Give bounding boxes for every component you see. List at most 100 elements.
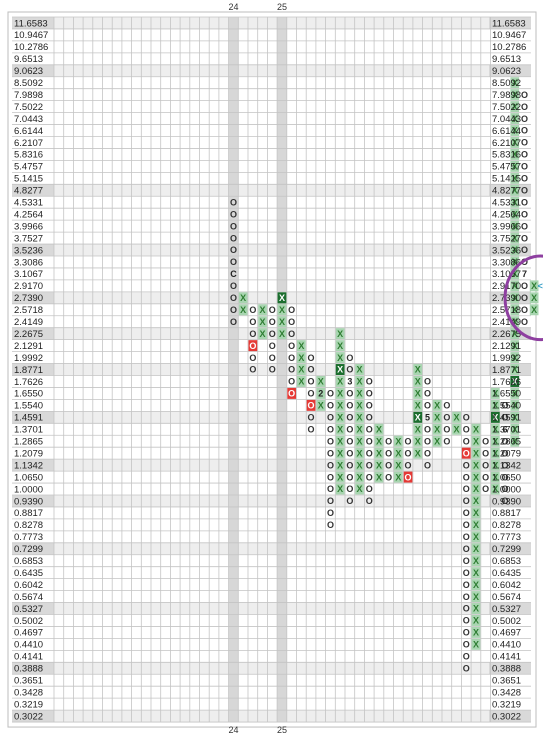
x-cell-fill xyxy=(297,340,306,352)
price-tick-right: 1.4591 xyxy=(492,413,521,424)
o-mark: O xyxy=(327,424,334,434)
price-tick-right: 9.0623 xyxy=(492,66,521,77)
x-cell-fill xyxy=(374,423,384,435)
o-mark: O xyxy=(405,448,412,458)
x-cell-fill xyxy=(297,364,306,375)
price-tick-left: 10.2786 xyxy=(14,42,48,53)
o-mark: O xyxy=(521,221,528,231)
x-cell-fill xyxy=(355,423,364,435)
x-cell-fill xyxy=(297,376,306,387)
x-mark: X xyxy=(512,150,518,160)
o-mark: 6 xyxy=(503,424,508,434)
o-mark: O xyxy=(308,413,315,423)
price-tick-left: 0.4697 xyxy=(14,628,43,639)
x-cell-fill xyxy=(335,459,345,471)
price-tick-right: 0.9390 xyxy=(492,496,521,507)
price-tick-right: 0.5327 xyxy=(492,604,521,615)
x-mark: X xyxy=(337,389,343,399)
x-mark: X xyxy=(337,460,343,470)
x-mark: X xyxy=(473,436,479,446)
annotation-layer: << xyxy=(503,254,543,342)
o-mark: O xyxy=(463,580,470,590)
o-mark: O xyxy=(327,520,334,530)
x-cell-fill xyxy=(413,435,423,447)
x-mark: X xyxy=(473,628,479,638)
highlight-band-left xyxy=(12,495,54,507)
price-tick-right: 0.3651 xyxy=(492,676,521,687)
o-mark: O xyxy=(366,413,373,423)
x-cell-fill xyxy=(471,555,481,567)
price-tick-right: 10.9467 xyxy=(492,30,526,41)
price-tick-left: 4.8277 xyxy=(14,186,43,197)
o-mark: O xyxy=(327,484,334,494)
price-tick-right: 0.8278 xyxy=(492,520,521,531)
highlight-band-left xyxy=(12,291,54,304)
o-mark: O xyxy=(405,436,412,446)
x-mark: X xyxy=(512,317,518,327)
x-cell-fill xyxy=(529,292,539,304)
highlight-band-grid xyxy=(54,459,489,472)
o-mark: O xyxy=(521,138,528,148)
o-mark: O xyxy=(269,341,276,351)
x-mark: X xyxy=(415,413,421,423)
o-mark: O xyxy=(366,377,373,387)
price-tick-left: 3.5236 xyxy=(14,245,43,256)
x-cell-fill xyxy=(355,399,364,411)
x-cell-fill xyxy=(258,304,267,316)
price-tick-left: 0.4141 xyxy=(14,652,43,663)
highlight-band-grid xyxy=(54,64,489,77)
highlight-band-grid xyxy=(54,184,489,197)
price-tick-right: 1.9992 xyxy=(492,353,521,364)
highlight-band-left xyxy=(12,184,54,197)
x-cell-fill xyxy=(335,387,345,399)
x-cell-fill xyxy=(432,399,442,411)
x-mark: X xyxy=(492,389,498,399)
x-cell-fill xyxy=(510,220,520,232)
o-mark: O xyxy=(521,150,528,160)
o-mark: O xyxy=(327,460,334,470)
price-tick-right: 0.6042 xyxy=(492,580,521,591)
x-cell-fill xyxy=(510,184,520,196)
price-tick-left: 0.3428 xyxy=(14,687,43,698)
x-mark: X xyxy=(492,484,498,494)
x-mark: X xyxy=(240,293,246,303)
price-tick-left: 1.0000 xyxy=(14,484,43,495)
o-mark: O xyxy=(346,401,353,411)
o-mark: O xyxy=(230,305,237,315)
x-mark: X xyxy=(337,436,343,446)
x-cell-fill xyxy=(471,531,481,543)
x-cell-fill xyxy=(510,244,520,256)
x-cell-fill xyxy=(335,352,345,364)
x-cell-fill xyxy=(491,459,500,471)
x-cell-fill xyxy=(529,304,539,316)
price-tick-left: 0.3219 xyxy=(14,699,43,710)
x-cell-fill xyxy=(510,411,520,423)
x-cell-fill xyxy=(510,172,520,184)
x-mark: X xyxy=(473,640,479,650)
x-cell-fill xyxy=(471,495,481,507)
x-cell-fill xyxy=(374,459,384,471)
x-mark: X xyxy=(512,185,518,195)
price-tick-right: 1.2079 xyxy=(492,448,521,459)
x-cell-fill xyxy=(471,603,481,614)
x-cell-fill xyxy=(413,376,423,387)
x-cell-fill xyxy=(316,387,326,399)
price-tick-right: 0.4141 xyxy=(492,652,521,663)
price-tick-left: 2.1291 xyxy=(14,341,43,352)
x-cell-fill xyxy=(335,340,345,352)
highlight-band-grid xyxy=(54,602,489,615)
x-cell-fill xyxy=(491,483,500,495)
o-mark: O xyxy=(521,174,528,184)
x-mark: X xyxy=(395,448,401,458)
price-tick-left: 0.6435 xyxy=(14,568,43,579)
x-cell-fill xyxy=(335,447,345,459)
x-cell-fill xyxy=(432,423,442,435)
o-mark: O xyxy=(463,496,470,506)
o-mark: C xyxy=(230,269,237,279)
x-cell-fill xyxy=(510,280,520,292)
price-tick-right: 0.5674 xyxy=(492,592,521,603)
o-mark: O xyxy=(502,413,509,423)
o-mark: O xyxy=(502,436,509,446)
x-mark: X xyxy=(512,305,518,315)
